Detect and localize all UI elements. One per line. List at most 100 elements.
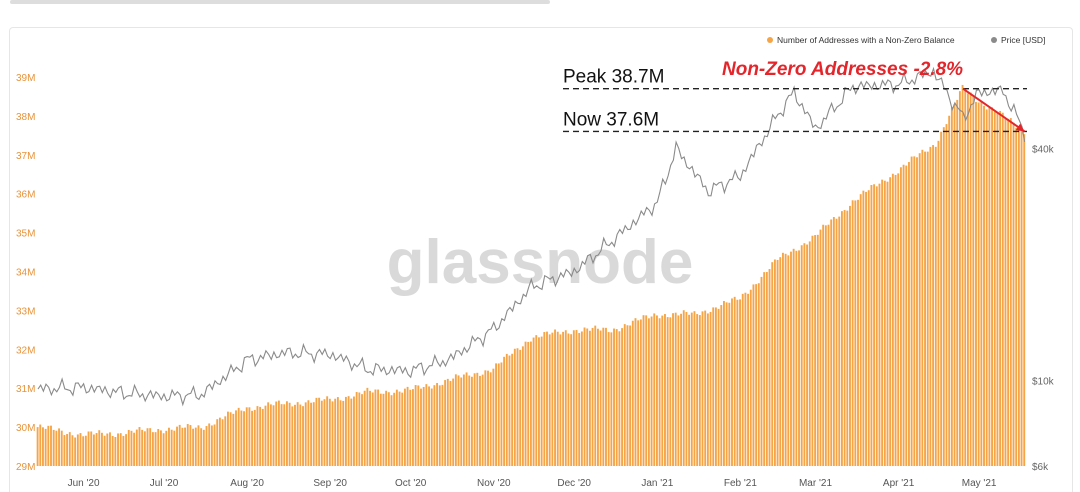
address-bar: [58, 428, 60, 466]
address-bar: [621, 328, 624, 466]
address-bar: [379, 393, 382, 466]
address-bar: [849, 205, 851, 466]
x-tick-label: Aug '20: [230, 478, 264, 489]
address-bar: [138, 427, 141, 466]
address-bar: [594, 325, 597, 466]
address-bar: [122, 435, 125, 466]
address-bar: [251, 410, 254, 466]
address-bar: [921, 149, 924, 466]
address-bar: [650, 316, 653, 466]
address-bar: [154, 432, 157, 466]
address-bar: [286, 401, 288, 466]
address-bar: [744, 292, 747, 466]
address-bar: [462, 374, 465, 466]
address-bar: [532, 337, 535, 466]
address-bar: [253, 409, 256, 466]
address-bar: [210, 425, 213, 466]
x-tick-label: Jan '21: [641, 478, 673, 489]
address-bar: [353, 396, 355, 466]
x-tick-label: Jul '20: [150, 478, 179, 489]
address-bar: [473, 373, 476, 466]
address-bar: [162, 433, 165, 466]
address-bar: [784, 253, 787, 466]
address-bar: [787, 255, 790, 466]
address-bar: [857, 199, 859, 466]
address-bar: [631, 320, 634, 466]
address-bar: [328, 398, 331, 466]
address-bar: [731, 298, 733, 466]
address-bar: [717, 308, 720, 466]
address-bar: [795, 250, 798, 466]
address-bar: [948, 115, 951, 466]
address-bar: [382, 393, 385, 466]
address-bar: [741, 293, 744, 466]
address-bar: [417, 385, 420, 466]
address-bar: [562, 331, 565, 466]
address-bar: [261, 408, 264, 466]
address-bar: [996, 113, 999, 467]
address-bar: [985, 109, 988, 467]
address-bar: [760, 276, 763, 466]
y-left-tick-label: 35M: [16, 229, 35, 240]
address-bar: [827, 224, 830, 466]
address-bar: [221, 419, 224, 466]
address-bar: [950, 107, 953, 467]
address-bar: [218, 417, 221, 466]
address-bar: [470, 376, 473, 466]
address-bar: [369, 390, 371, 466]
address-bar: [961, 84, 964, 466]
address-bar: [133, 432, 136, 466]
address-bar: [966, 93, 969, 466]
address-bar: [865, 191, 867, 466]
address-bar: [945, 124, 948, 466]
address-bar: [755, 284, 758, 466]
address-bar: [283, 404, 286, 466]
watermark-layer: glassnode: [387, 228, 694, 297]
address-bar: [374, 389, 377, 466]
address-bar: [135, 429, 138, 466]
address-bar: [189, 425, 192, 466]
address-bar: [610, 332, 613, 466]
address-bar: [752, 284, 755, 466]
address-bar: [824, 225, 827, 466]
address-bar: [723, 301, 725, 466]
y-left-tick-label: 29M: [16, 462, 35, 473]
address-bar: [889, 177, 892, 466]
address-bar: [441, 384, 444, 466]
x-tick-label: Sep '20: [313, 478, 347, 489]
address-bar: [141, 429, 144, 466]
address-bar: [626, 325, 629, 466]
address-bar: [307, 400, 310, 466]
address-bar: [878, 183, 881, 466]
address-bar: [567, 333, 570, 466]
address-bar: [436, 382, 439, 466]
address-bar: [159, 430, 162, 466]
address-bar: [50, 425, 52, 466]
address-bar: [728, 302, 731, 466]
decline-arrow-head: [1015, 123, 1025, 132]
address-bar: [444, 380, 447, 466]
address-bar: [194, 427, 197, 466]
address-bar: [918, 153, 921, 466]
price-line-layer: [37, 66, 1026, 407]
y-left-tick-label: 37M: [16, 151, 35, 162]
address-bar: [964, 90, 967, 466]
legend-swatch-addresses: [767, 37, 773, 43]
address-bar: [1001, 112, 1004, 467]
address-bar: [983, 105, 985, 466]
address-bar: [1007, 118, 1010, 466]
address-bar: [420, 388, 422, 466]
annotations: Peak 38.7M Now 37.6M Non-Zero Addresses -2…: [563, 59, 1027, 133]
address-bar: [570, 334, 573, 466]
address-bar: [747, 293, 750, 466]
address-bar: [342, 400, 345, 466]
address-bar: [806, 244, 809, 466]
address-bar: [790, 251, 792, 466]
address-bar: [808, 241, 811, 466]
address-bar: [543, 332, 546, 466]
address-bar: [1017, 127, 1020, 466]
address-bar: [361, 394, 363, 466]
address-bar: [385, 390, 388, 466]
address-bar: [521, 346, 524, 466]
address-bar: [468, 375, 471, 466]
